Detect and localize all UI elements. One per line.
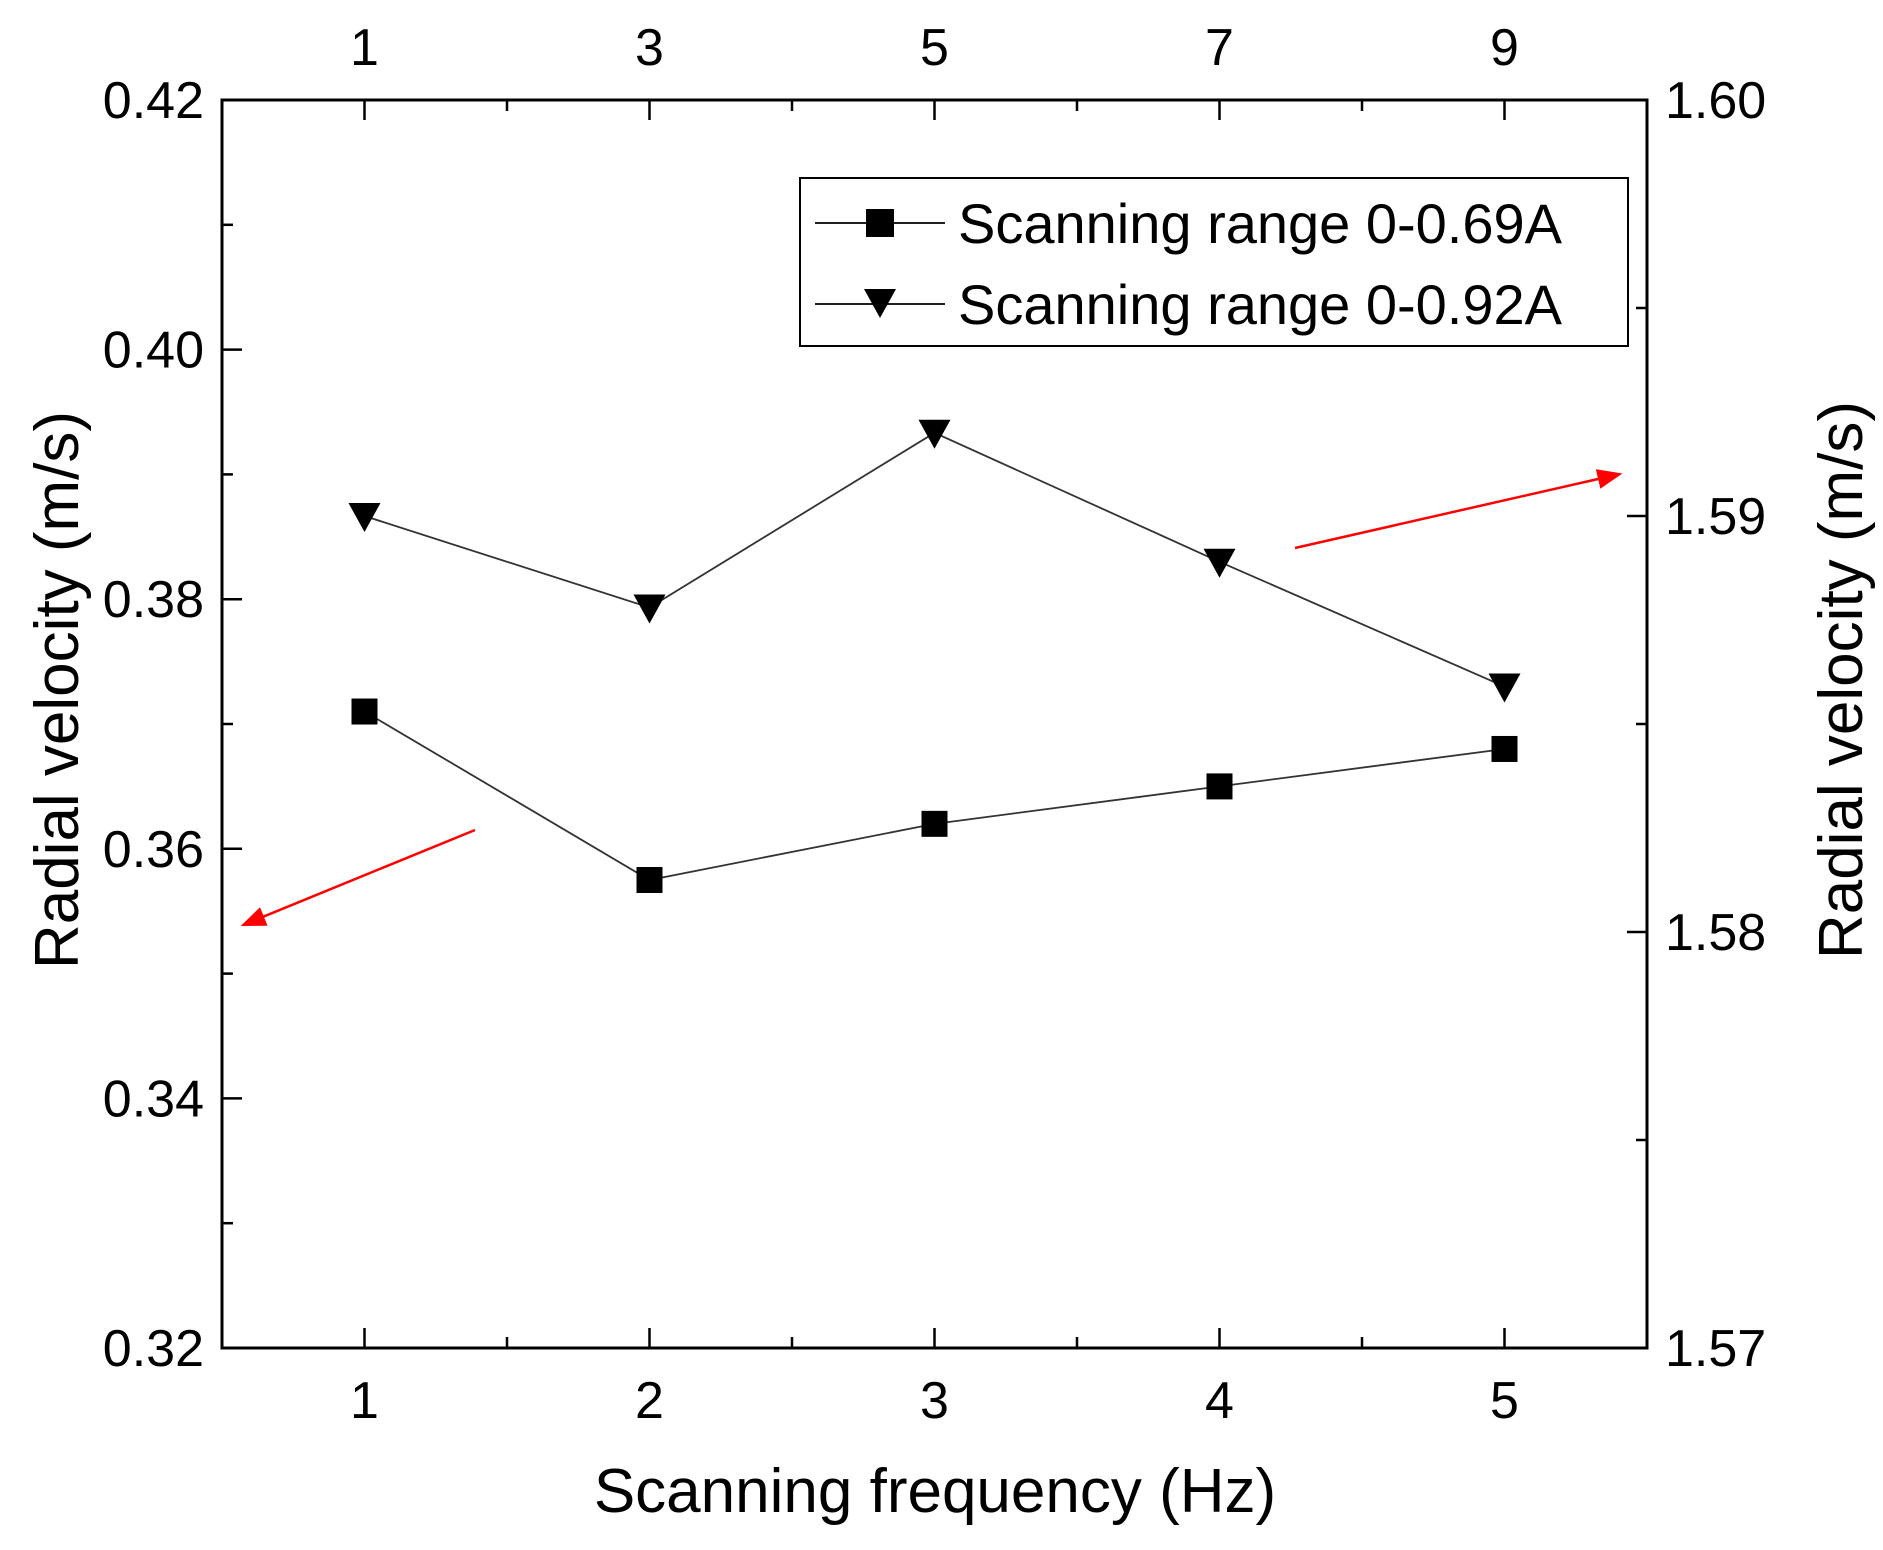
legend-square-marker — [866, 209, 894, 237]
square-point — [1491, 735, 1518, 762]
x-tick-label-top: 1 — [350, 19, 379, 77]
triangle-point — [1203, 548, 1236, 578]
x-tick-label-bottom: 5 — [1490, 1372, 1519, 1430]
square-point — [636, 867, 663, 893]
right-axis-arrow — [1294, 469, 1623, 550]
y-tick-label-left: 0.42 — [103, 72, 204, 130]
y-tick-label-left: 0.32 — [103, 1320, 204, 1378]
y-tick-label-left: 0.40 — [103, 322, 204, 380]
y-tick-label-right: 1.57 — [1665, 1320, 1766, 1378]
square-point — [921, 810, 948, 837]
ticks-layer: 1 1 2 3 3 5 4 7 5 9 0.42 0.40 0.38 0.36 0.34 0.32 1.60 1.… — [103, 19, 1766, 1430]
triangle-point — [1488, 673, 1521, 703]
y-axis-title-left: Radial velocity (m/s) — [23, 411, 92, 969]
triangle-point — [633, 594, 666, 624]
y-tick-label-right: 1.58 — [1665, 904, 1766, 962]
x-tick-label-bottom: 3 — [920, 1372, 949, 1430]
triangle-point — [918, 419, 951, 449]
left-axis-arrow — [240, 828, 476, 927]
legend-triangle-marker — [864, 289, 896, 318]
x-tick-label-top: 3 — [635, 19, 664, 77]
x-tick-label-top: 5 — [920, 19, 949, 77]
square-point — [351, 698, 378, 725]
series-layer — [348, 419, 1521, 893]
legend-label-series-1: Scanning range 0-0.69A — [958, 192, 1563, 255]
x-tick-label-top: 9 — [1490, 19, 1519, 77]
legend-label-series-2: Scanning range 0-0.92A — [958, 273, 1563, 336]
y-tick-label-left: 0.38 — [103, 571, 204, 629]
square-point — [1206, 773, 1233, 800]
triangle-point — [348, 503, 381, 532]
y-tick-label-right: 1.60 — [1665, 72, 1766, 130]
y-tick-label-left: 0.34 — [103, 1070, 204, 1128]
y-tick-label-left: 0.36 — [103, 821, 204, 879]
y-axis-title-right: Radial velocity (m/s) — [1807, 401, 1876, 959]
x-tick-label-top: 7 — [1205, 19, 1234, 77]
x-tick-label-bottom: 1 — [350, 1372, 379, 1430]
legend-box — [799, 177, 1629, 347]
x-axis-title: Scanning frequency (Hz) — [594, 1457, 1276, 1526]
x-tick-label-bottom: 4 — [1205, 1372, 1234, 1430]
series-line-1 — [364, 710, 1505, 881]
series-line-2 — [364, 431, 1505, 688]
x-tick-label-bottom: 2 — [635, 1372, 664, 1430]
y-tick-label-right: 1.59 — [1665, 488, 1766, 546]
legend: Scanning range 0-0.69A Scanning range 0-… — [799, 177, 1629, 347]
